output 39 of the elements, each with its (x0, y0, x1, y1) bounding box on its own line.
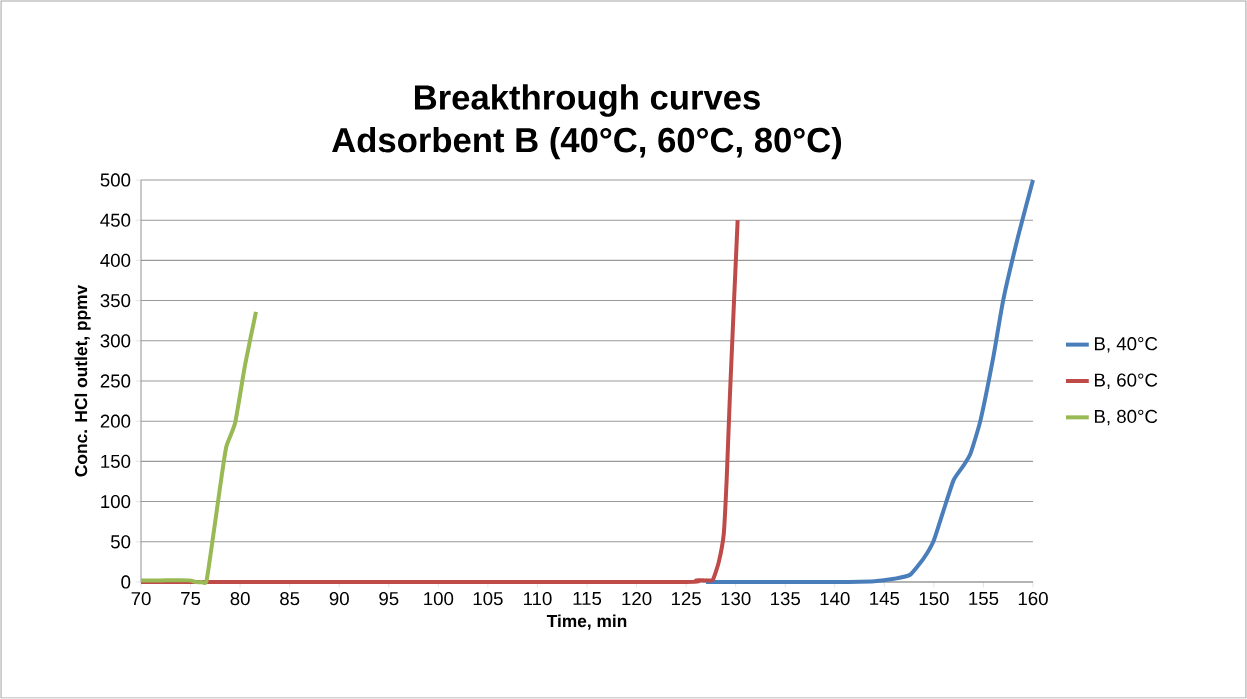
x-tick-label: 120 (622, 592, 652, 606)
x-tick-label: 115 (573, 592, 602, 606)
y-tick-label: 200 (100, 414, 131, 428)
y-tick-label: 400 (100, 253, 131, 267)
legend-label: B, 60°C (1094, 373, 1158, 389)
y-tick-label: 150 (101, 454, 131, 468)
x-tick-label: 95 (379, 592, 399, 606)
x-tick-label: 70 (131, 592, 151, 606)
y-tick-label: 500 (100, 173, 131, 187)
line-series (139, 218, 740, 585)
legend-label: B, 80°C (1094, 409, 1158, 426)
x-tick-label: 75 (181, 592, 201, 606)
x-axis-title: Time, min (546, 614, 627, 630)
x-tick-label: 135 (771, 592, 801, 606)
x-tick-label: 155 (969, 592, 999, 606)
line-series (703, 177, 1035, 585)
chart-title: Breakthrough curves Adsorbent B (40°C, 60°C, 80°C) (332, 84, 842, 160)
x-tick-label: 90 (329, 592, 349, 606)
y-tick-label: 350 (100, 293, 131, 308)
x-tick-label: 85 (280, 592, 300, 606)
x-tick-label: 150 (919, 592, 949, 606)
y-tick-label: 450 (100, 213, 131, 227)
x-tick-label: 110 (523, 592, 552, 606)
x-tick-label: 130 (721, 592, 751, 606)
y-axis-title: Conc. HCl outlet, ppmv (74, 284, 91, 477)
x-tick-label: 125 (671, 592, 701, 606)
x-tick-label: 160 (1018, 592, 1048, 606)
x-tick-label: 145 (870, 592, 900, 606)
y-tick-label: 300 (100, 334, 131, 348)
x-tick-label: 105 (473, 592, 503, 606)
x-tick-label: 80 (230, 592, 250, 606)
y-tick-label: 250 (100, 374, 131, 388)
y-tick-label: 0 (121, 575, 131, 589)
line-series (139, 309, 258, 585)
x-tick-label: 140 (820, 592, 850, 606)
y-tick-label: 50 (110, 535, 131, 549)
x-tick-label: 100 (424, 592, 454, 606)
legend-label: B, 40°C (1094, 337, 1158, 353)
y-tick-label: 100 (101, 494, 131, 509)
